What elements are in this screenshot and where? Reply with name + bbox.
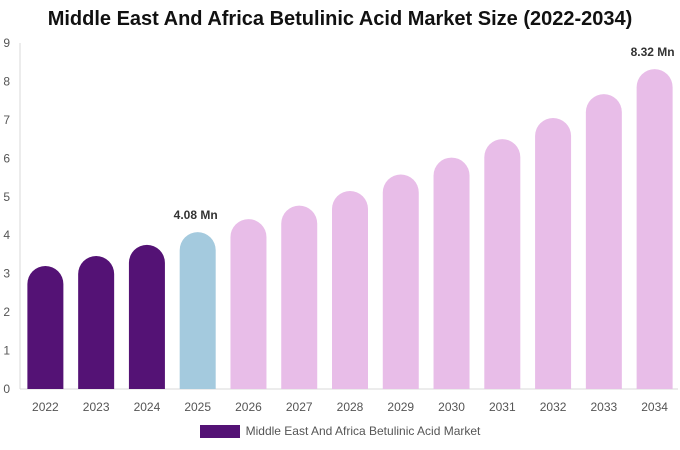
x-tick-label: 2024 <box>134 400 161 414</box>
x-tick-label: 2023 <box>83 400 110 414</box>
bar-2029 <box>382 174 419 389</box>
bar-2024 <box>128 244 165 389</box>
bar-2030 <box>433 157 470 389</box>
bars <box>27 69 673 390</box>
bar-2031 <box>484 139 521 389</box>
x-tick-label: 2030 <box>438 400 465 414</box>
x-tick-label: 2034 <box>641 400 668 414</box>
x-tick-label: 2031 <box>489 400 516 414</box>
x-tick-label: 2025 <box>184 400 211 414</box>
bar-2023 <box>78 255 115 389</box>
bar-2025 <box>179 232 216 389</box>
bar-2034 <box>636 69 673 390</box>
y-tick-label: 9 <box>3 36 10 50</box>
x-tick-label: 2033 <box>590 400 617 414</box>
y-tick-label: 0 <box>3 382 10 396</box>
bar-2032 <box>535 117 572 389</box>
bar-2022 <box>27 265 64 389</box>
y-tick-label: 8 <box>3 74 10 88</box>
bar-2028 <box>332 191 368 389</box>
data-label: 8.32 Mn <box>631 45 675 59</box>
x-tick-label: 2022 <box>32 400 59 414</box>
y-tick-label: 1 <box>3 344 10 358</box>
y-tick-label: 7 <box>3 113 10 127</box>
legend-label: Middle East And Africa Betulinic Acid Ma… <box>245 424 481 438</box>
x-tick-label: 2029 <box>387 400 414 414</box>
bar-2026 <box>230 219 267 389</box>
data-label: 4.08 Mn <box>174 208 218 222</box>
y-tick-label: 2 <box>3 305 10 319</box>
y-tick-label: 5 <box>3 190 10 204</box>
data-labels: 4.08 Mn 8.32 Mn <box>174 45 675 222</box>
x-tick-label: 2028 <box>337 400 364 414</box>
chart-title: Middle East And Africa Betulinic Acid Ma… <box>47 8 633 30</box>
y-tick-label: 6 <box>3 151 10 165</box>
y-tick-label: 3 <box>3 267 10 281</box>
x-axis: 2022 2023 2024 2025 2026 2027 2028 2029 2030 2031… <box>20 388 678 414</box>
y-tick-label: 4 <box>3 228 10 242</box>
x-tick-label: 2032 <box>540 400 567 414</box>
bar-2033 <box>585 94 622 390</box>
legend: Middle East And Africa Betulinic Acid Ma… <box>0 424 680 438</box>
legend-swatch <box>199 424 240 438</box>
y-axis: 0 1 2 3 4 5 6 7 8 9 <box>3 36 21 396</box>
x-tick-label: 2027 <box>286 400 313 414</box>
x-tick-label: 2026 <box>235 400 262 414</box>
bar-2027 <box>281 205 318 389</box>
